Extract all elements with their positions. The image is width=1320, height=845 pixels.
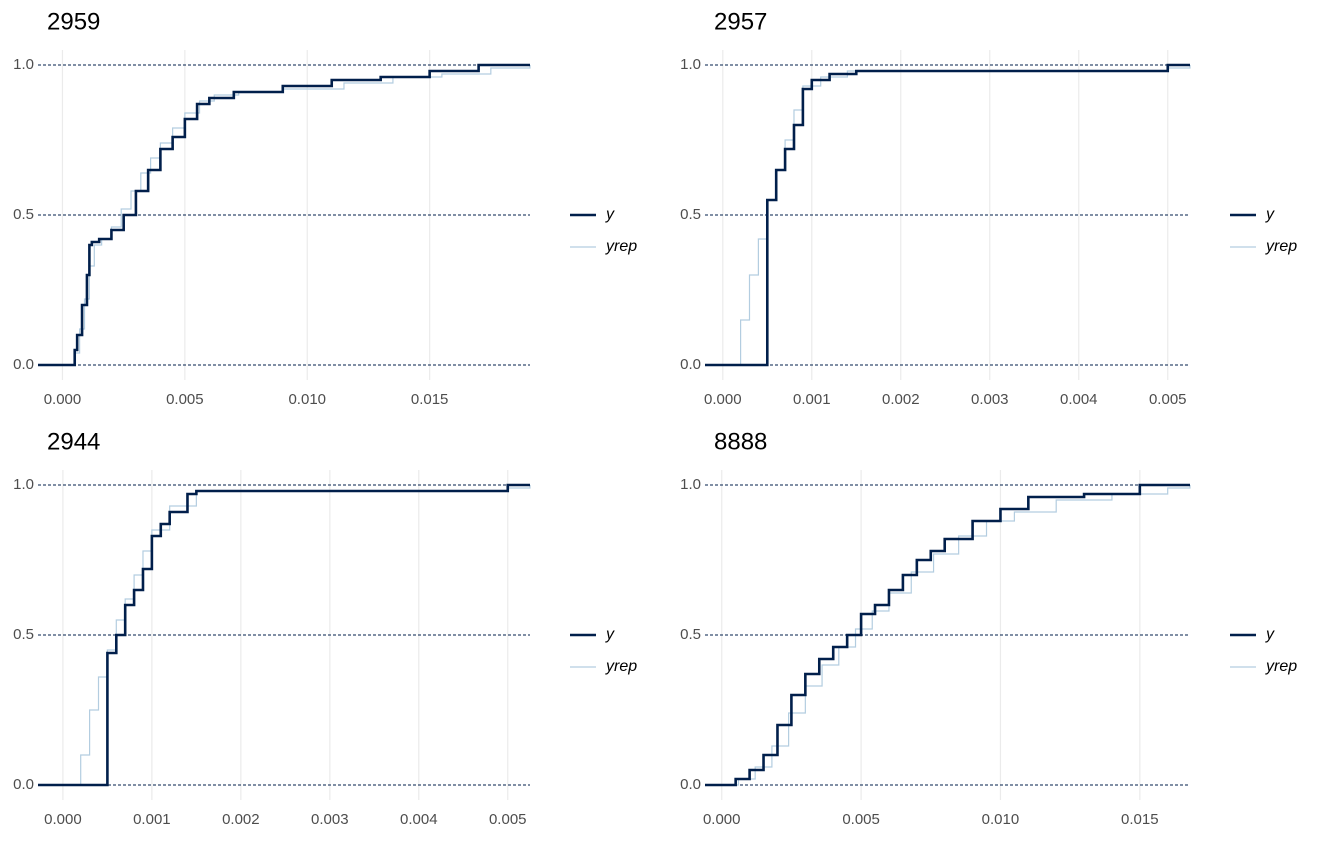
y-tick-label: 1.0 bbox=[13, 476, 34, 493]
legend-label: y bbox=[1265, 626, 1275, 643]
x-tick-label: 0.015 bbox=[411, 391, 449, 408]
x-tick-label: 0.015 bbox=[1121, 811, 1159, 828]
legend-label: yrep bbox=[605, 238, 637, 255]
panel-title: 8888 bbox=[714, 428, 767, 455]
x-tick-label: 0.010 bbox=[288, 391, 326, 408]
x-tick-label: 0.000 bbox=[704, 391, 742, 408]
x-tick-label: 0.001 bbox=[793, 391, 831, 408]
ecdf-line bbox=[38, 485, 531, 786]
y-tick-label: 1.0 bbox=[13, 56, 34, 73]
legend-label: yrep bbox=[605, 658, 637, 675]
x-tick-label: 0.004 bbox=[1060, 391, 1098, 408]
x-tick-label: 0.005 bbox=[166, 391, 204, 408]
x-tick-label: 0.005 bbox=[489, 811, 527, 828]
ecdf-line bbox=[705, 63, 1190, 367]
x-tick-label: 0.004 bbox=[400, 811, 438, 828]
x-tick-label: 0.000 bbox=[44, 391, 82, 408]
x-tick-label: 0.000 bbox=[703, 811, 741, 828]
x-tick-label: 0.002 bbox=[882, 391, 920, 408]
x-tick-label: 0.000 bbox=[44, 811, 82, 828]
y-tick-label: 0.0 bbox=[680, 356, 701, 373]
panel-title: 2957 bbox=[714, 8, 767, 35]
x-tick-label: 0.001 bbox=[133, 811, 171, 828]
x-tick-label: 0.002 bbox=[222, 811, 260, 828]
legend-label: yrep bbox=[1265, 658, 1297, 675]
legend-label: y bbox=[605, 206, 615, 223]
ecdf-line bbox=[38, 483, 530, 787]
panel-title: 2944 bbox=[47, 428, 100, 455]
y-tick-label: 0.0 bbox=[680, 776, 701, 793]
x-tick-label: 0.005 bbox=[1149, 391, 1187, 408]
y-tick-label: 0.5 bbox=[13, 626, 34, 643]
ecdf-line bbox=[38, 63, 530, 367]
legend-label: y bbox=[1265, 206, 1275, 223]
panel-title: 2959 bbox=[47, 8, 100, 35]
legend-label: yrep bbox=[1265, 238, 1297, 255]
y-tick-label: 0.5 bbox=[680, 206, 701, 223]
y-tick-label: 0.0 bbox=[13, 776, 34, 793]
x-tick-label: 0.003 bbox=[971, 391, 1009, 408]
legend-label: y bbox=[605, 626, 615, 643]
ecdf-line bbox=[705, 483, 1190, 787]
y-tick-label: 0.0 bbox=[13, 356, 34, 373]
y-tick-label: 0.5 bbox=[680, 626, 701, 643]
x-tick-label: 0.005 bbox=[842, 811, 880, 828]
y-tick-label: 0.5 bbox=[13, 206, 34, 223]
x-tick-label: 0.010 bbox=[982, 811, 1020, 828]
y-tick-label: 1.0 bbox=[680, 56, 701, 73]
y-tick-label: 1.0 bbox=[680, 476, 701, 493]
x-tick-label: 0.003 bbox=[311, 811, 349, 828]
